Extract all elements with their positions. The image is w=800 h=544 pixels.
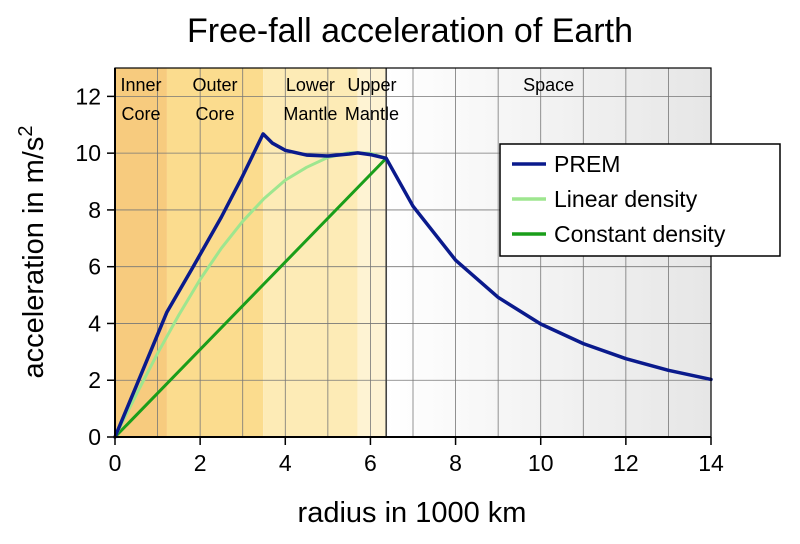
x-tick-label: 2	[194, 450, 207, 476]
chart-title: Free-fall acceleration of Earth	[187, 12, 633, 50]
x-tick-label: 8	[449, 450, 462, 476]
region-label: Mantle	[345, 104, 399, 124]
legend-entry: PREM	[554, 151, 620, 177]
region-band	[166, 68, 264, 437]
region-label: Space	[523, 75, 574, 95]
region-label: Core	[121, 104, 160, 124]
y-axis-label: acceleration in m/s2	[15, 126, 50, 379]
legend-entry: Linear density	[554, 186, 698, 212]
series-line-prem	[113, 132, 713, 439]
tick-labels: 0 2 4 6 8 10 12 14 0 2 4 6 8 10 12	[75, 83, 724, 476]
x-tick-label: 6	[364, 450, 377, 476]
y-tick-label: 12	[75, 83, 101, 109]
region-label: Core	[196, 104, 235, 124]
legend-box	[499, 143, 781, 257]
y-axis-label-text: acceleration in m/s	[18, 137, 50, 379]
y-tick-label: 2	[88, 367, 101, 393]
series-lines	[113, 132, 713, 439]
series-line-constant-density	[113, 156, 388, 439]
x-tick-label: 12	[613, 450, 639, 476]
region-labels: Inner Core Outer Core Lower Mantle Upper Mantle…	[120, 75, 574, 124]
region-label: Outer	[193, 75, 238, 95]
x-axis-label: radius in 1000 km	[298, 497, 527, 529]
legend: PREM Linear density Constant density	[499, 143, 781, 257]
region-label: Lower	[286, 75, 335, 95]
y-tick-label: 0	[88, 424, 101, 450]
region-band	[357, 68, 387, 437]
region-band	[263, 68, 358, 437]
y-axis-label-superscript: 2	[15, 126, 37, 137]
y-tick-label: 4	[88, 310, 101, 336]
y-tick-label: 8	[88, 197, 101, 223]
region-label: Upper	[347, 75, 396, 95]
region-label: Inner	[120, 75, 161, 95]
legend-entry: Constant density	[554, 221, 726, 247]
x-tick-label: 0	[109, 450, 122, 476]
x-tick-label: 14	[698, 450, 724, 476]
region-label: Mantle	[283, 104, 337, 124]
x-tick-label: 10	[528, 450, 554, 476]
y-tick-label: 6	[88, 254, 101, 280]
y-tick-label: 10	[75, 140, 101, 166]
x-tick-label: 4	[279, 450, 292, 476]
